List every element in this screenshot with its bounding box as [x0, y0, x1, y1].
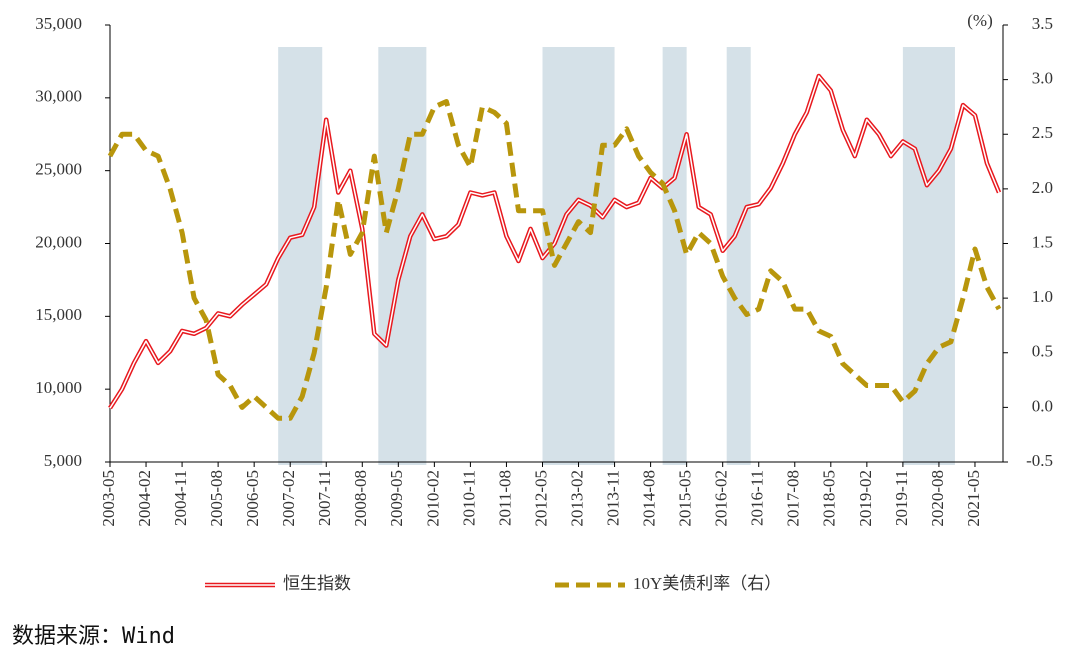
series-line-inner [109, 75, 1000, 409]
shaded-period [662, 47, 687, 465]
x-tick-label: 2007-11 [315, 470, 334, 526]
legend-label: 恒生指数 [283, 574, 351, 593]
x-tick-label: 2014-08 [640, 470, 659, 527]
y-tick-label: 35,000 [35, 14, 82, 33]
x-tick-label: 2011-08 [495, 470, 514, 526]
y2-unit: (%) [967, 11, 992, 30]
y-tick-label: 30,000 [35, 87, 82, 106]
x-tick-label: 2010-11 [459, 470, 478, 526]
y2-tick-label: 2.5 [1032, 123, 1053, 142]
x-tick-label: 2004-11 [171, 470, 190, 526]
y2-tick-label: 0.0 [1032, 396, 1053, 415]
x-tick-label: 2021-05 [964, 470, 983, 527]
legend-label: 10Y美债利率（右） [633, 574, 781, 593]
x-tick-label: 2019-11 [892, 470, 911, 526]
x-tick-label: 2005-08 [207, 470, 226, 527]
x-tick-label: 2003-05 [99, 470, 118, 527]
y-tick-label: 25,000 [35, 160, 82, 179]
y2-tick-label: -0.5 [1026, 451, 1053, 470]
x-tick-label: 2008-08 [351, 470, 370, 527]
x-tick-label: 2010-02 [423, 470, 442, 527]
x-tick-label: 2009-05 [387, 470, 406, 527]
x-tick-label: 2018-05 [820, 470, 839, 527]
x-tick-label: 2016-02 [712, 470, 731, 527]
y-tick-label: 15,000 [35, 305, 82, 324]
x-tick-label: 2019-02 [856, 470, 875, 527]
x-tick-label: 2017-08 [784, 470, 803, 527]
y2-tick-label: 3.0 [1032, 69, 1053, 88]
y2-tick-label: 3.5 [1032, 14, 1053, 33]
source-note: 数据来源：Wind [12, 624, 175, 649]
y2-tick-label: 1.0 [1032, 287, 1053, 306]
x-tick-label: 2007-02 [279, 470, 298, 527]
x-tick-label: 2013-11 [603, 470, 622, 526]
shaded-period [378, 47, 427, 465]
shaded-period [726, 47, 751, 465]
shaded-period [902, 47, 955, 465]
x-tick-label: 2013-02 [567, 470, 586, 527]
y2-tick-label: 2.0 [1032, 178, 1053, 197]
series-line [107, 99, 1002, 421]
x-tick-label: 2004-02 [135, 470, 154, 527]
x-tick-label: 2006-05 [243, 470, 262, 527]
y-tick-label: 5,000 [44, 451, 82, 470]
y2-tick-label: 1.5 [1032, 232, 1053, 251]
x-tick-label: 2016-11 [748, 470, 767, 526]
y2-tick-label: 0.5 [1032, 342, 1053, 361]
y-tick-label: 20,000 [35, 232, 82, 251]
shaded-period [278, 47, 323, 465]
shaded-period [542, 47, 615, 465]
x-tick-label: 2020-08 [928, 470, 947, 527]
x-tick-label: 2012-05 [531, 470, 550, 527]
y-tick-label: 10,000 [35, 378, 82, 397]
x-tick-label: 2015-05 [676, 470, 695, 527]
